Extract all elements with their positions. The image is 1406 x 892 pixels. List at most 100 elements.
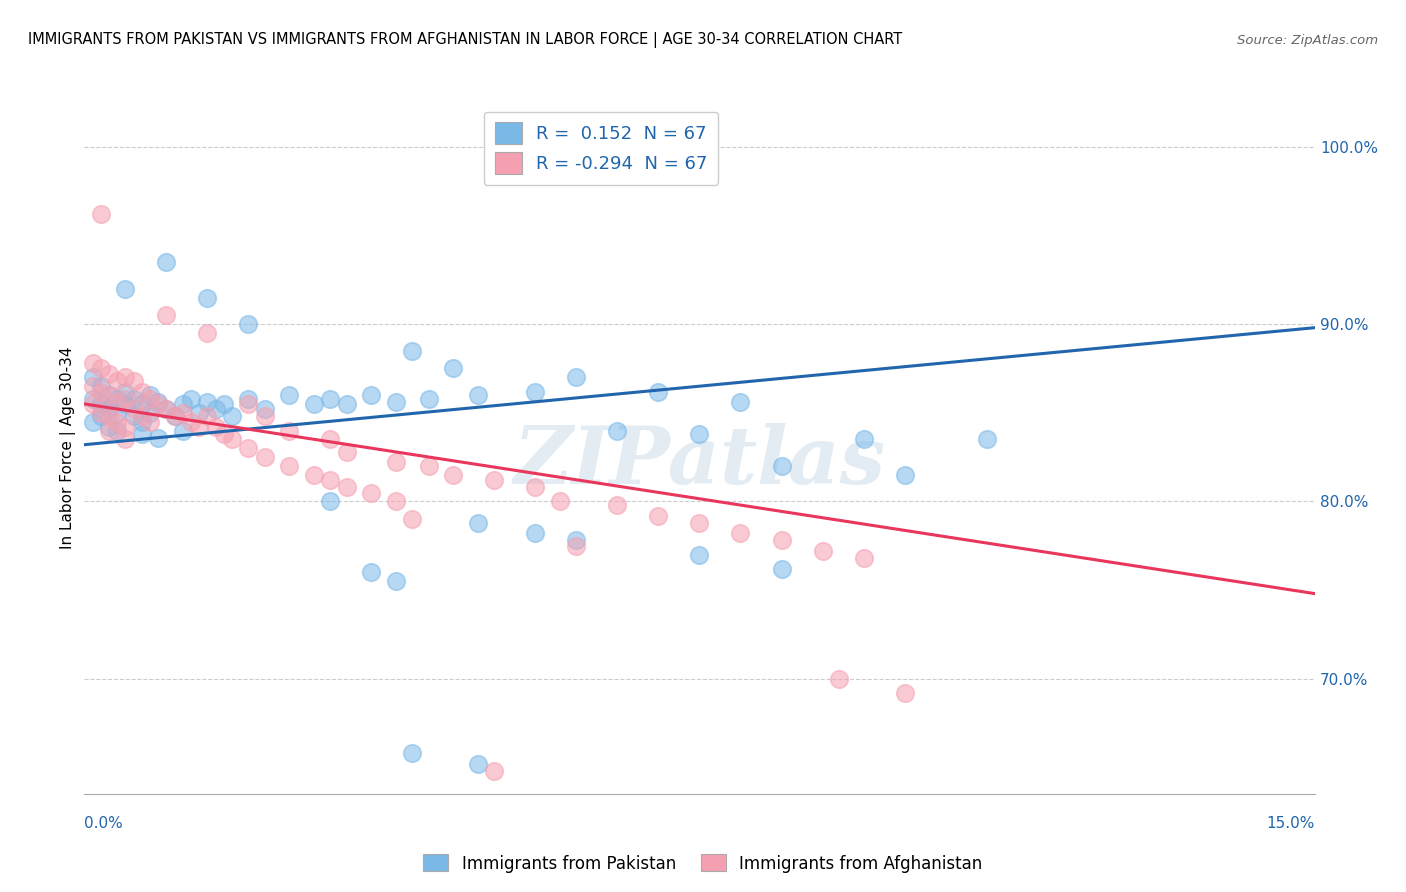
Point (90, 384, 112, 399)
Point (606, 498, 628, 512)
Point (606, 424, 628, 438)
Point (131, 415, 153, 429)
Point (122, 374, 145, 388)
Point (172, 424, 194, 438)
Point (197, 326, 219, 340)
Point (647, 508, 669, 523)
Point (212, 427, 235, 442)
Point (82, 356, 104, 370)
Point (114, 420, 136, 434)
Point (385, 574, 408, 589)
Point (253, 450, 276, 464)
Point (828, 672, 851, 686)
Point (105, 415, 128, 429)
Point (893, 467, 915, 482)
Point (689, 516, 711, 530)
Point (524, 384, 547, 399)
Point (131, 409, 153, 424)
Point (565, 533, 588, 548)
Point (336, 444, 359, 458)
Text: Source: ZipAtlas.com: Source: ZipAtlas.com (1237, 34, 1378, 46)
Point (467, 516, 489, 530)
Point (139, 388, 162, 402)
Point (443, 361, 465, 376)
Point (105, 392, 128, 406)
Point (467, 756, 489, 771)
Point (122, 392, 145, 406)
Point (82, 392, 104, 406)
Point (155, 402, 177, 417)
Point (90, 397, 112, 411)
Point (180, 415, 202, 429)
Point (148, 431, 170, 445)
Point (221, 409, 243, 424)
Point (221, 433, 243, 447)
Point (319, 433, 342, 447)
Point (730, 526, 752, 541)
Point (98, 388, 121, 402)
Point (319, 473, 342, 487)
Point (238, 392, 260, 406)
Point (893, 686, 915, 700)
Legend: R =  0.152  N = 67, R = -0.294  N = 67: R = 0.152 N = 67, R = -0.294 N = 67 (484, 112, 718, 185)
Point (401, 746, 423, 760)
Point (131, 384, 153, 399)
Point (467, 388, 489, 402)
Point (565, 370, 588, 384)
Y-axis label: In Labor Force | Age 30-34: In Labor Force | Age 30-34 (60, 347, 76, 549)
Point (172, 397, 194, 411)
Point (114, 433, 136, 447)
Point (385, 395, 408, 409)
Point (114, 392, 136, 406)
Point (689, 427, 711, 442)
Point (401, 512, 423, 526)
Point (82, 415, 104, 429)
Point (139, 392, 162, 406)
Point (770, 562, 793, 576)
Legend: Immigrants from Pakistan, Immigrants from Afghanistan: Immigrants from Pakistan, Immigrants fro… (416, 847, 990, 880)
Point (278, 458, 301, 473)
Point (98, 409, 121, 424)
Point (188, 420, 211, 434)
Point (770, 533, 793, 548)
Point (131, 397, 153, 411)
Point (212, 397, 235, 411)
Point (114, 370, 136, 384)
Point (524, 526, 547, 541)
Point (278, 424, 301, 438)
Point (197, 291, 219, 305)
Point (548, 494, 571, 508)
Point (197, 409, 219, 424)
Point (360, 388, 382, 402)
Point (139, 415, 162, 429)
Point (98, 402, 121, 417)
Text: ZIPatlas: ZIPatlas (513, 424, 886, 500)
Point (565, 539, 588, 553)
Point (319, 392, 342, 406)
Point (90, 406, 112, 420)
Point (105, 406, 128, 420)
Point (524, 480, 547, 494)
Point (82, 379, 104, 393)
Point (360, 485, 382, 500)
Point (122, 402, 145, 417)
Point (90, 361, 112, 376)
Point (98, 388, 121, 402)
Point (197, 395, 219, 409)
Point (770, 458, 793, 473)
Point (98, 367, 121, 381)
Point (484, 473, 506, 487)
Point (90, 207, 112, 221)
Point (976, 433, 998, 447)
Point (689, 548, 711, 562)
Point (401, 343, 423, 358)
Point (155, 308, 177, 322)
Point (180, 392, 202, 406)
Point (148, 397, 170, 411)
Point (238, 317, 260, 331)
Point (90, 409, 112, 424)
Point (204, 420, 226, 434)
Point (811, 544, 834, 558)
Point (131, 427, 153, 442)
Point (122, 409, 145, 424)
